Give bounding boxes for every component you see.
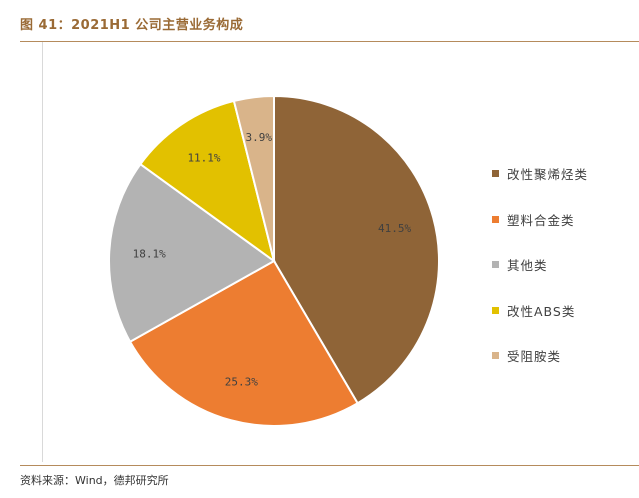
slice-data-label-1: 25.3%	[225, 376, 258, 389]
pie-slice-4	[232, 94, 275, 262]
legend-item-2: 其他类	[492, 255, 588, 301]
legend-label: 塑料合金类	[507, 212, 575, 228]
chart-frame-left-border	[42, 42, 43, 462]
title-divider	[20, 41, 639, 42]
legend-item-0: 改性聚烯烃类	[492, 164, 588, 210]
slice-data-label-4: 3.9%	[245, 131, 272, 144]
pie-slice-1	[128, 259, 359, 427]
slice-data-label-0: 41.5%	[378, 222, 411, 235]
legend-label: 受阻胺类	[507, 349, 562, 364]
chart-legend: 改性聚烯烃类 塑料合金类其他类改性ABS类 受阻胺类	[492, 164, 588, 392]
pie-slice-2	[108, 162, 276, 344]
legend-swatch	[492, 306, 499, 314]
legend-label: 改性ABS类	[507, 303, 576, 319]
legend-item-1: 塑料合金类	[492, 210, 588, 256]
legend-swatch	[492, 215, 499, 223]
legend-label: 改性聚烯烃类	[507, 167, 589, 182]
slice-data-label-2: 18.1%	[133, 248, 166, 261]
pie-slice-3	[139, 99, 276, 264]
legend-swatch	[492, 261, 499, 268]
legend-swatch	[492, 170, 499, 177]
pie-slices	[108, 94, 440, 427]
legend-swatch	[492, 352, 499, 359]
pie-data-labels: 41.5% 25.3% 18.1% 11.1% 3.9%	[133, 131, 412, 389]
figure-title: 图 41：2021H1 公司主营业务构成	[20, 18, 244, 33]
legend-item-4: 受阻胺类	[492, 346, 588, 392]
legend-item-3: 改性ABS类	[492, 301, 588, 347]
slice-data-label-3: 11.1%	[187, 151, 220, 164]
pie-slice-0	[273, 94, 440, 405]
footer-divider	[20, 465, 639, 466]
legend-label: 其他类	[507, 258, 548, 273]
source-note: 资料来源：Wind，德邦研究所	[20, 474, 169, 487]
